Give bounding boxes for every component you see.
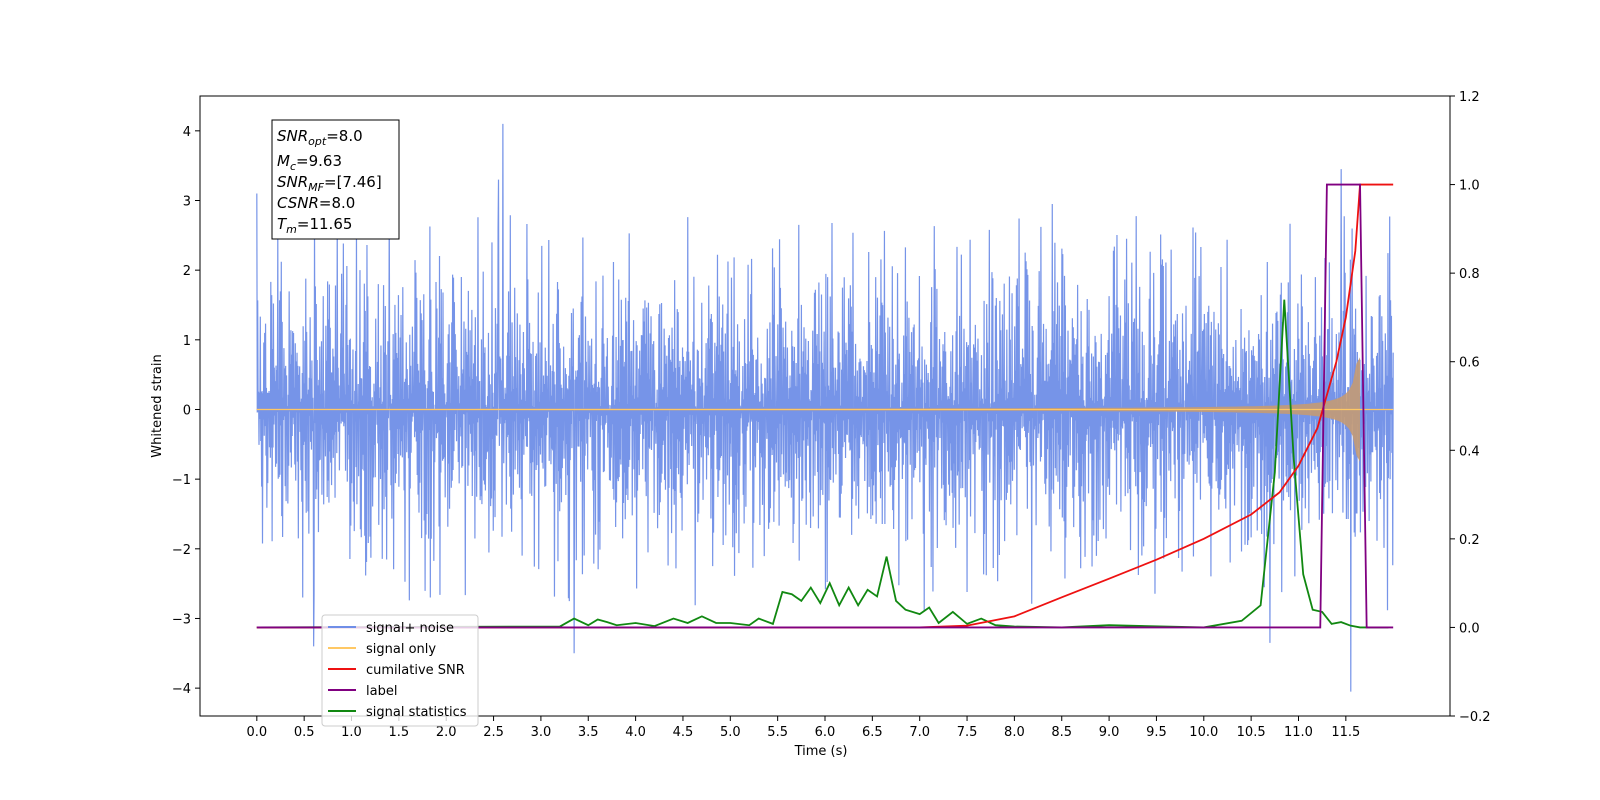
x-axis-ticks: 0.0 0.5 1.0 1.5 2.0 2.5 3.0 3.5 4.0 4.5 5.0 5.5 6.0 6… <box>246 716 1360 740</box>
label-line <box>256 183 1394 629</box>
y-right-tick-label: 0.8 <box>1459 267 1480 282</box>
x-tick-label: 0.5 <box>294 725 315 740</box>
info-mc: Mc=9.63 <box>277 152 342 173</box>
signal-only-series <box>256 357 1394 462</box>
right-axis-series <box>256 183 1394 629</box>
y-right-tick-label: 0.2 <box>1459 533 1480 548</box>
y-axis-left-ticks: 4 3 2 1 0 −1 −2 −3 −4 <box>172 125 200 697</box>
x-tick-label: 3.5 <box>578 725 599 740</box>
legend-entry-signal-noise: signal+ noise <box>328 621 454 636</box>
x-tick-label: 9.5 <box>1146 725 1167 740</box>
legend-entry-cumilative-snr: cumilative SNR <box>328 663 465 678</box>
y-right-tick-label: 1.2 <box>1459 90 1480 105</box>
info-box: SNRopt=8.0 Mc=9.63 SNRMF=[7.46] CSNR=8.0… <box>271 119 400 240</box>
info-snr-opt: SNRopt=8.0 <box>277 127 363 148</box>
legend-label: signal only <box>366 642 436 657</box>
y-left-tick-label: −2 <box>172 543 191 558</box>
x-tick-label: 6.5 <box>862 725 883 740</box>
y-left-tick-label: 2 <box>183 264 191 279</box>
x-tick-label: 7.5 <box>957 725 978 740</box>
x-tick-label: 2.5 <box>483 725 504 740</box>
legend-entry-signal-statistics: signal statistics <box>328 705 467 720</box>
legend-label: label <box>366 684 397 699</box>
legend: signal+ noise signal only cumilative SNR… <box>321 614 479 727</box>
x-tick-label: 6.0 <box>815 725 836 740</box>
x-tick-label: 7.0 <box>909 725 930 740</box>
y-right-tick-label: 0.6 <box>1459 356 1480 371</box>
x-tick-label: 5.0 <box>720 725 741 740</box>
info-csnr: CSNR=8.0 <box>277 194 355 212</box>
x-tick-label: 10.5 <box>1237 725 1266 740</box>
signal-statistics-line <box>256 299 1389 629</box>
x-tick-label: 11.5 <box>1331 725 1360 740</box>
y-axis-label: Whitened strain <box>150 354 165 457</box>
y-right-tick-label: 0.0 <box>1459 621 1480 636</box>
x-tick-label: 8.0 <box>1004 725 1025 740</box>
x-tick-label: 11.0 <box>1284 725 1313 740</box>
legend-entry-signal-only: signal only <box>328 642 436 657</box>
y-left-tick-label: 0 <box>183 403 191 418</box>
x-axis-label: Time (s) <box>794 744 848 759</box>
legend-label: signal statistics <box>366 705 467 720</box>
info-snr-mf: SNRMF=[7.46] <box>277 173 382 194</box>
x-tick-label: 1.5 <box>389 725 410 740</box>
signal-noise-line <box>256 123 1394 692</box>
y-right-tick-label: 0.4 <box>1459 444 1480 459</box>
info-tm: Tm=11.65 <box>277 215 352 236</box>
x-tick-label: 4.0 <box>625 725 646 740</box>
y-right-tick-label: 1.0 <box>1459 179 1480 194</box>
cumilative-SNR-line <box>256 183 1394 629</box>
legend-entry-label: label <box>328 684 397 699</box>
x-tick-label: 0.0 <box>246 725 267 740</box>
x-tick-label: 5.5 <box>767 725 788 740</box>
y-left-tick-label: −3 <box>172 612 191 627</box>
legend-label: cumilative SNR <box>366 663 465 678</box>
legend-frame <box>321 614 479 727</box>
x-tick-label: 4.5 <box>673 725 694 740</box>
y-left-tick-label: 1 <box>183 334 191 349</box>
x-tick-label: 1.0 <box>341 725 362 740</box>
legend-label: signal+ noise <box>366 621 454 636</box>
y-left-tick-label: −1 <box>172 473 191 488</box>
x-tick-label: 8.5 <box>1051 725 1072 740</box>
y-left-tick-label: 3 <box>183 194 191 209</box>
y-axis-right-ticks: 1.2 1.0 0.8 0.6 0.4 0.2 0.0 −0.2 <box>1450 90 1491 725</box>
x-tick-label: 10.0 <box>1189 725 1218 740</box>
x-tick-label: 2.0 <box>436 725 457 740</box>
y-left-tick-label: 4 <box>183 125 191 140</box>
info-box-frame <box>271 119 400 240</box>
x-tick-label: 9.0 <box>1099 725 1120 740</box>
x-tick-label: 3.0 <box>531 725 552 740</box>
y-right-tick-label: −0.2 <box>1459 710 1491 725</box>
y-left-tick-label: −4 <box>172 682 191 697</box>
signal-noise-series <box>256 123 1394 692</box>
